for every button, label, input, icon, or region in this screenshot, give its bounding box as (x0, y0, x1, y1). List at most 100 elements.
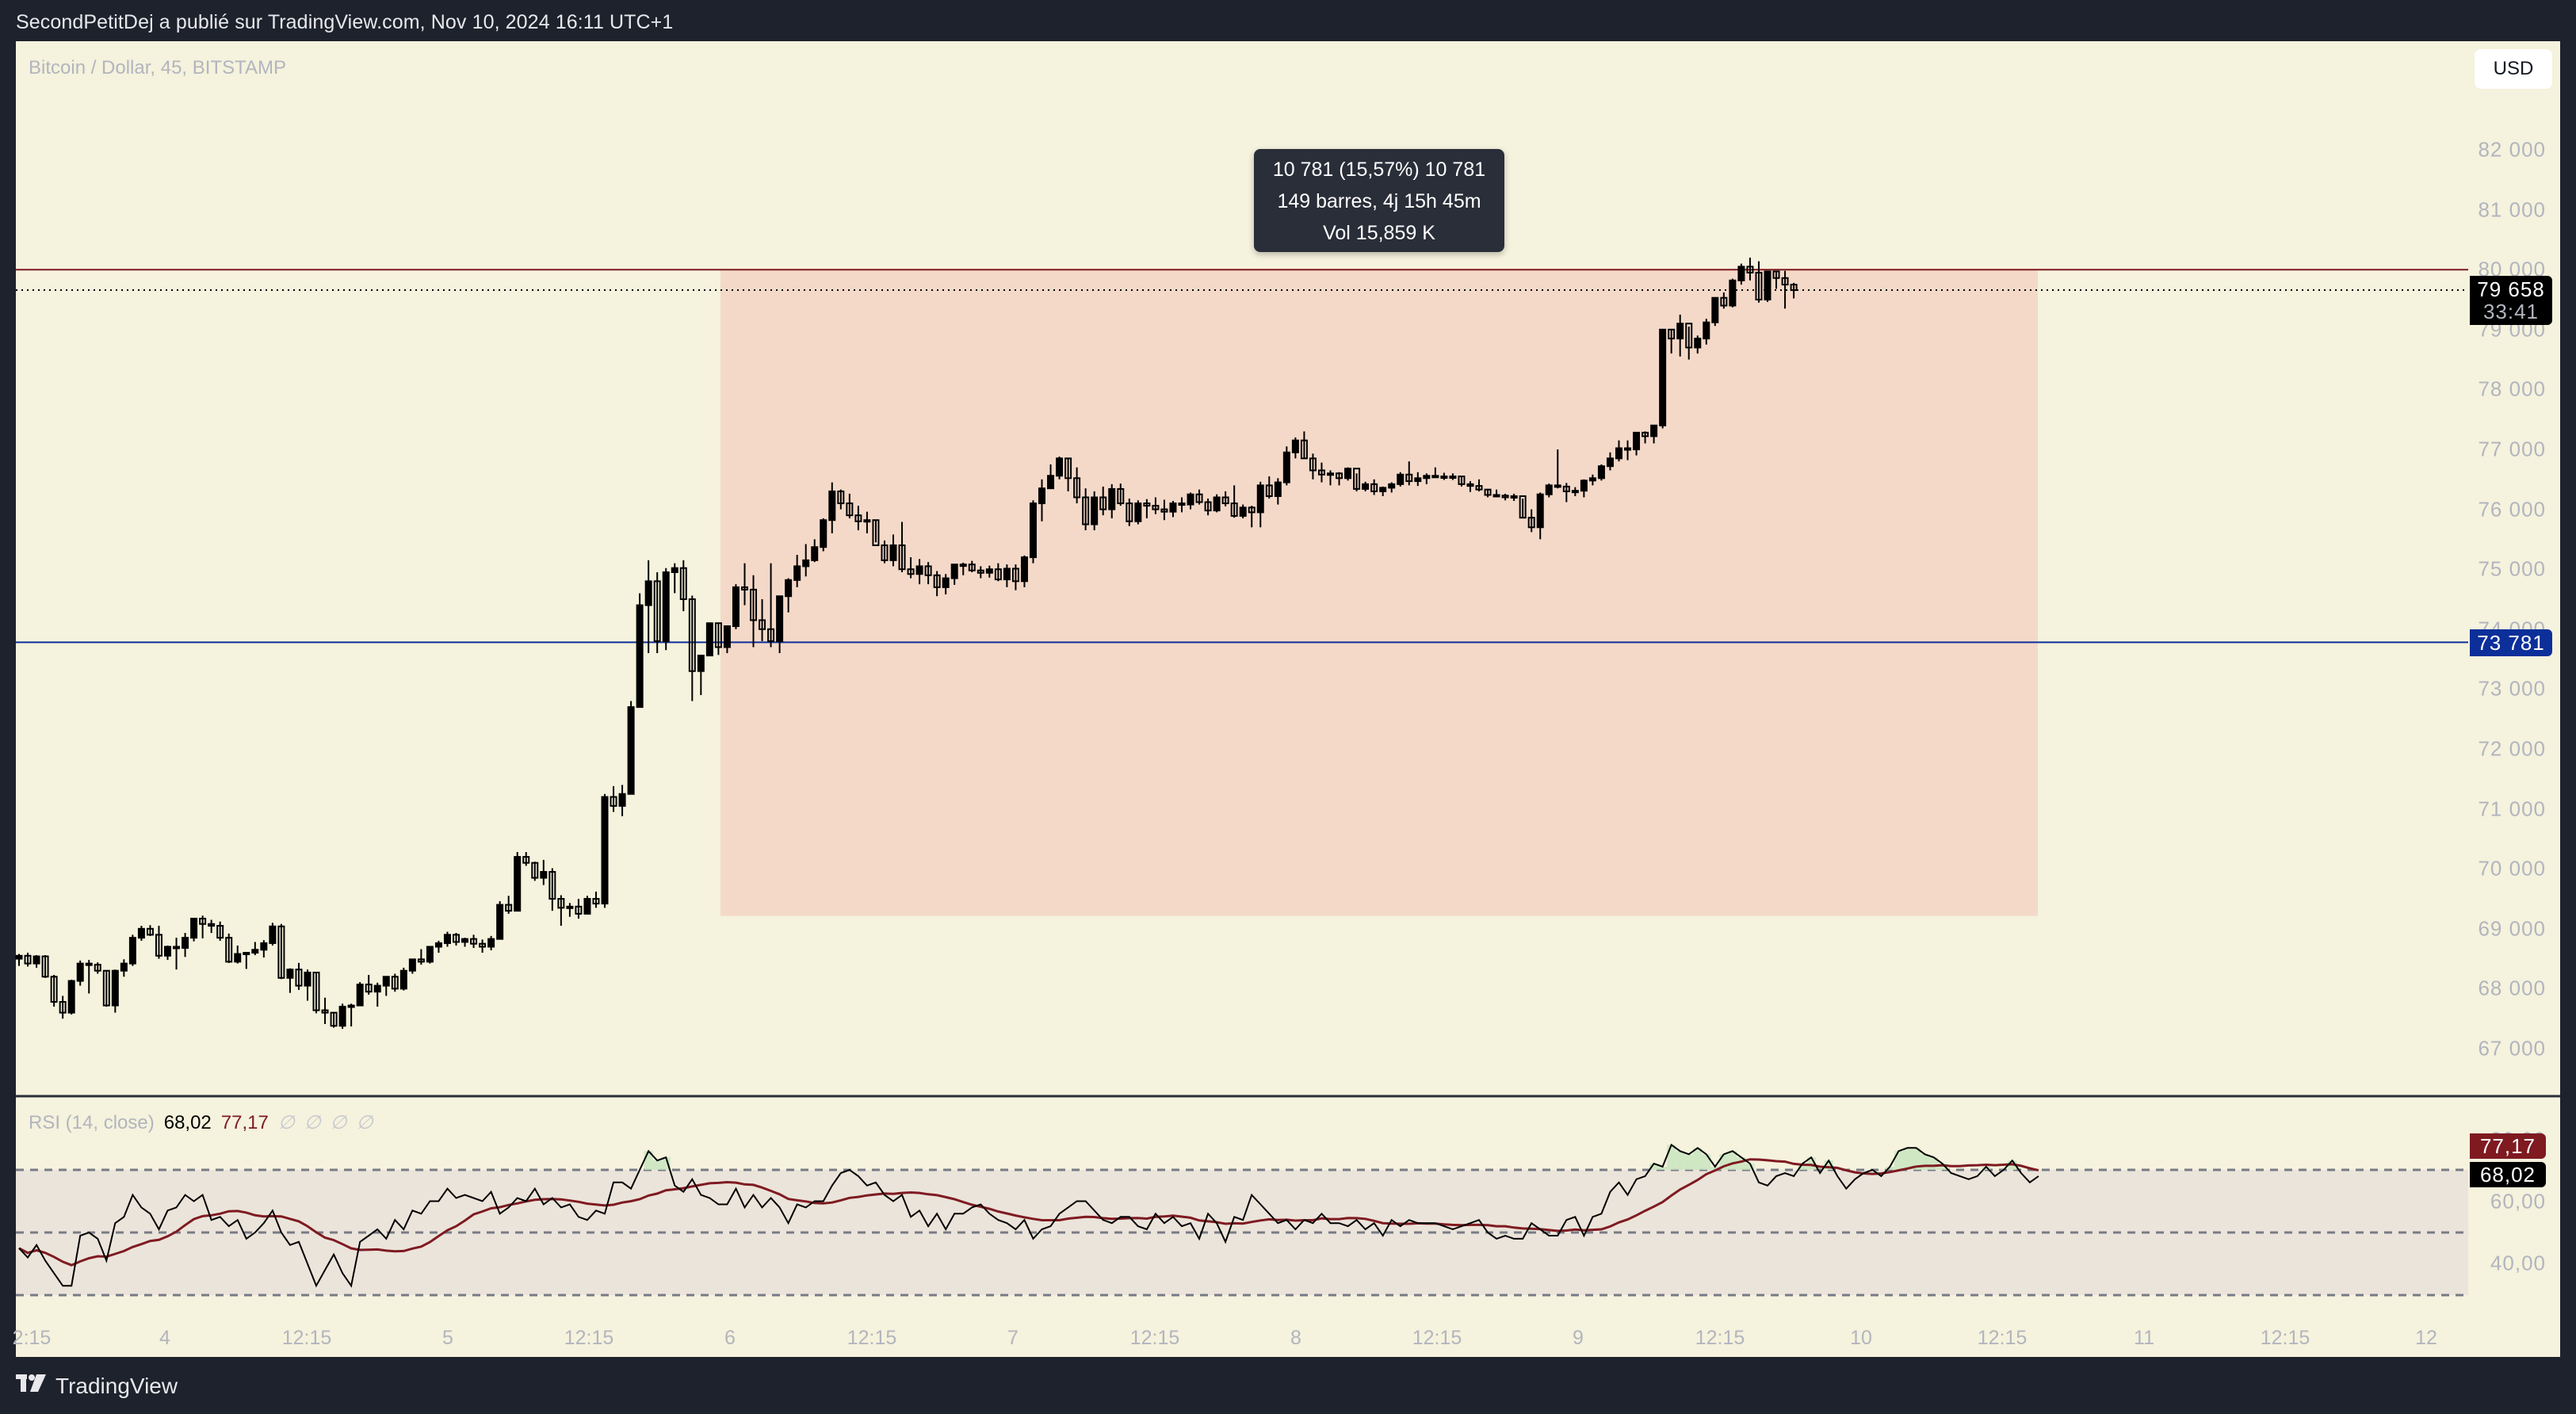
candle-body (1134, 503, 1142, 522)
candle-body (208, 923, 216, 927)
horizontal-line-price-tag: 73 781 (2470, 629, 2552, 656)
candle-body (740, 586, 748, 590)
candle-body (164, 946, 172, 957)
time-axis-label: 9 (1573, 1327, 1584, 1349)
candle-body (234, 953, 242, 963)
time-axis-label: 11 (2134, 1327, 2154, 1349)
candle-body (723, 625, 731, 648)
rsi-overbought-fill (1806, 1157, 1816, 1170)
candle-body (1020, 556, 1028, 583)
candle-body (714, 622, 722, 648)
candle-body (1440, 476, 1448, 480)
candle-body (1353, 468, 1361, 490)
candle-body (487, 938, 495, 948)
candle-body (592, 898, 600, 905)
candle-body (820, 519, 827, 548)
rsi-overbought-fill (1649, 1164, 1659, 1170)
rsi-line (18, 1143, 2039, 1288)
candle-body (128, 937, 136, 965)
measure-change: 10 781 (15,57%) 10 781 (1272, 159, 1486, 181)
candle-body (531, 862, 539, 879)
candle-body (863, 519, 871, 523)
candle-body (251, 949, 259, 954)
rsi-legend[interactable]: RSI (14, close) 68,02 77,17 ∅ ∅ ∅ ∅ (29, 1111, 373, 1134)
candle-body (312, 971, 320, 1011)
candle-body (846, 503, 854, 517)
candle-body (1362, 483, 1370, 490)
rsi-overbought-fill (644, 1151, 653, 1170)
rsi-value-tag: 68,02 (2470, 1162, 2546, 1187)
candle-body (627, 706, 635, 795)
candle-body (1344, 468, 1352, 480)
candle-body (1519, 495, 1527, 519)
candle-body (443, 934, 451, 944)
rsi-title: RSI (14, close) (29, 1112, 155, 1133)
price-axis-label: 67 000 (2478, 1036, 2546, 1060)
candle-body (1379, 487, 1387, 492)
time-axis-label: 12:15 (1977, 1327, 2028, 1349)
candle-body (1545, 484, 1553, 495)
candle-body (111, 969, 119, 1007)
candle-body (1003, 568, 1011, 581)
time-axis-label: 12:15 (281, 1327, 332, 1349)
price-axis-label: 71 000 (2478, 797, 2546, 821)
price-axis-label: 75 000 (2478, 556, 2546, 581)
na-marker: ∅ (277, 1112, 295, 1133)
candle-body (1204, 501, 1212, 512)
candle-body (199, 917, 207, 925)
candle-body (1588, 477, 1596, 482)
candle-body (1790, 284, 1798, 292)
candle-body (1047, 475, 1055, 490)
candle-body (732, 586, 740, 628)
candle-body (828, 490, 836, 522)
candle-body (216, 925, 224, 939)
candle-body (295, 969, 303, 987)
currency-button[interactable]: USD (2475, 49, 2552, 89)
candle-body (1091, 496, 1099, 525)
candle-body (1466, 483, 1474, 487)
candle-body (461, 938, 469, 943)
price-axis-label: 73 000 (2478, 676, 2546, 701)
range-measure-box (720, 269, 2038, 916)
candle-body (750, 588, 758, 621)
tradingview-logo[interactable]: TradingView (16, 1373, 178, 1399)
candle-body (872, 519, 880, 546)
candle-body (1230, 503, 1238, 517)
candle-body (1248, 506, 1256, 514)
candle-body (1195, 493, 1203, 503)
candle-body (1737, 266, 1745, 281)
candle-body (1510, 495, 1518, 499)
candle-body (505, 904, 513, 912)
candle-body (1143, 503, 1151, 507)
rsi-overbought-fill (1921, 1154, 1930, 1170)
candle-body (1073, 477, 1081, 499)
candle-body (1633, 431, 1641, 450)
na-marker: ∅ (330, 1112, 347, 1133)
price-axis-label: 77 000 (2478, 437, 2546, 461)
candle-body (1029, 503, 1037, 559)
rsi-overbought-fill (1676, 1151, 1685, 1170)
price-axis-label: 78 000 (2478, 376, 2546, 401)
rsi-axis-label-40: 40,00 (2490, 1251, 2546, 1275)
candle-body (1317, 469, 1325, 476)
candle-body (1703, 321, 1710, 340)
candle-body (985, 568, 993, 574)
candle-body (32, 955, 40, 965)
candle-body (1781, 277, 1789, 286)
publish-info: SecondPetitDej a publié sur TradingView.… (16, 11, 674, 33)
rsi-overbought-fill (1702, 1154, 1711, 1170)
candle-body (356, 984, 364, 1007)
candle-body (1624, 447, 1632, 451)
candle-body (94, 964, 101, 972)
time-axis-label: 12:15 (564, 1327, 614, 1349)
candle-body (557, 898, 565, 909)
candle-body (959, 564, 967, 568)
candle-body (1764, 270, 1771, 300)
measure-tooltip: 10 781 (15,57%) 10 781 149 barres, 4j 15… (1254, 149, 1504, 252)
candle-body (1160, 508, 1168, 513)
price-axis-label: 69 000 (2478, 916, 2546, 941)
time-axis-label: 10 (1850, 1327, 1872, 1349)
candle-body (286, 969, 294, 979)
candle-body (434, 942, 442, 948)
